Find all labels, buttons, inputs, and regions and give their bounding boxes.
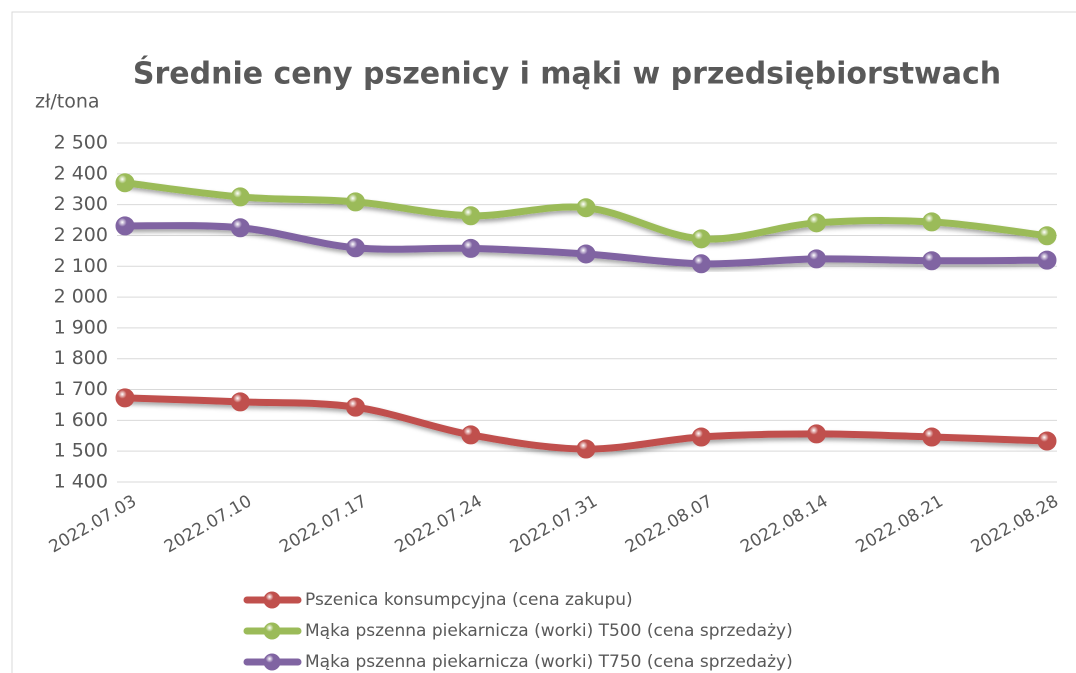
data-point xyxy=(576,439,596,459)
data-point xyxy=(922,427,942,447)
legend-label: Pszenica konsumpcyjna (cena zakupu) xyxy=(305,590,633,610)
data-point xyxy=(115,216,135,236)
data-point xyxy=(691,427,711,447)
y-axis-label: zł/tona xyxy=(35,91,100,113)
y-tick-label: 2 200 xyxy=(54,224,108,246)
legend-marker xyxy=(263,622,281,640)
y-tick-label: 1 800 xyxy=(54,347,108,369)
data-point xyxy=(576,198,596,218)
y-tick-label: 2 500 xyxy=(54,132,108,154)
data-point xyxy=(691,229,711,249)
data-point xyxy=(115,173,135,193)
chart-border xyxy=(11,11,1076,673)
data-point xyxy=(1037,250,1057,270)
legend-marker xyxy=(263,591,281,609)
y-tick-label: 1 600 xyxy=(54,409,108,431)
data-point xyxy=(691,254,711,274)
data-point xyxy=(1037,226,1057,246)
y-tick-label: 2 000 xyxy=(54,286,108,308)
data-point xyxy=(230,218,250,238)
y-tick-label: 2 400 xyxy=(54,162,108,184)
data-point xyxy=(807,213,826,233)
data-point xyxy=(461,238,481,258)
data-point xyxy=(346,397,365,417)
data-point xyxy=(1037,431,1057,451)
legend-marker xyxy=(263,653,281,671)
data-point xyxy=(230,392,250,412)
legend-label: Mąka pszenna piekarnicza (worki) T750 (c… xyxy=(305,652,793,672)
y-tick-label: 1 500 xyxy=(54,440,108,462)
data-point xyxy=(807,249,826,269)
data-point xyxy=(115,388,135,408)
y-tick-label: 1 900 xyxy=(54,316,108,338)
chart-title: Średnie ceny pszenicy i mąki w przedsięb… xyxy=(133,55,1001,92)
data-point xyxy=(461,206,481,226)
y-tick-label: 1 400 xyxy=(54,471,108,493)
data-point xyxy=(807,424,826,444)
y-tick-label: 2 300 xyxy=(54,193,108,215)
data-point xyxy=(576,244,596,264)
data-point xyxy=(461,425,481,445)
data-point xyxy=(346,238,365,258)
data-point xyxy=(346,192,365,212)
y-tick-label: 1 700 xyxy=(54,378,108,400)
data-point xyxy=(230,187,250,207)
y-tick-label: 2 100 xyxy=(54,255,108,277)
legend-label: Mąka pszenna piekarnicza (worki) T500 (c… xyxy=(305,621,793,641)
data-point xyxy=(922,251,942,271)
data-point xyxy=(922,212,942,232)
